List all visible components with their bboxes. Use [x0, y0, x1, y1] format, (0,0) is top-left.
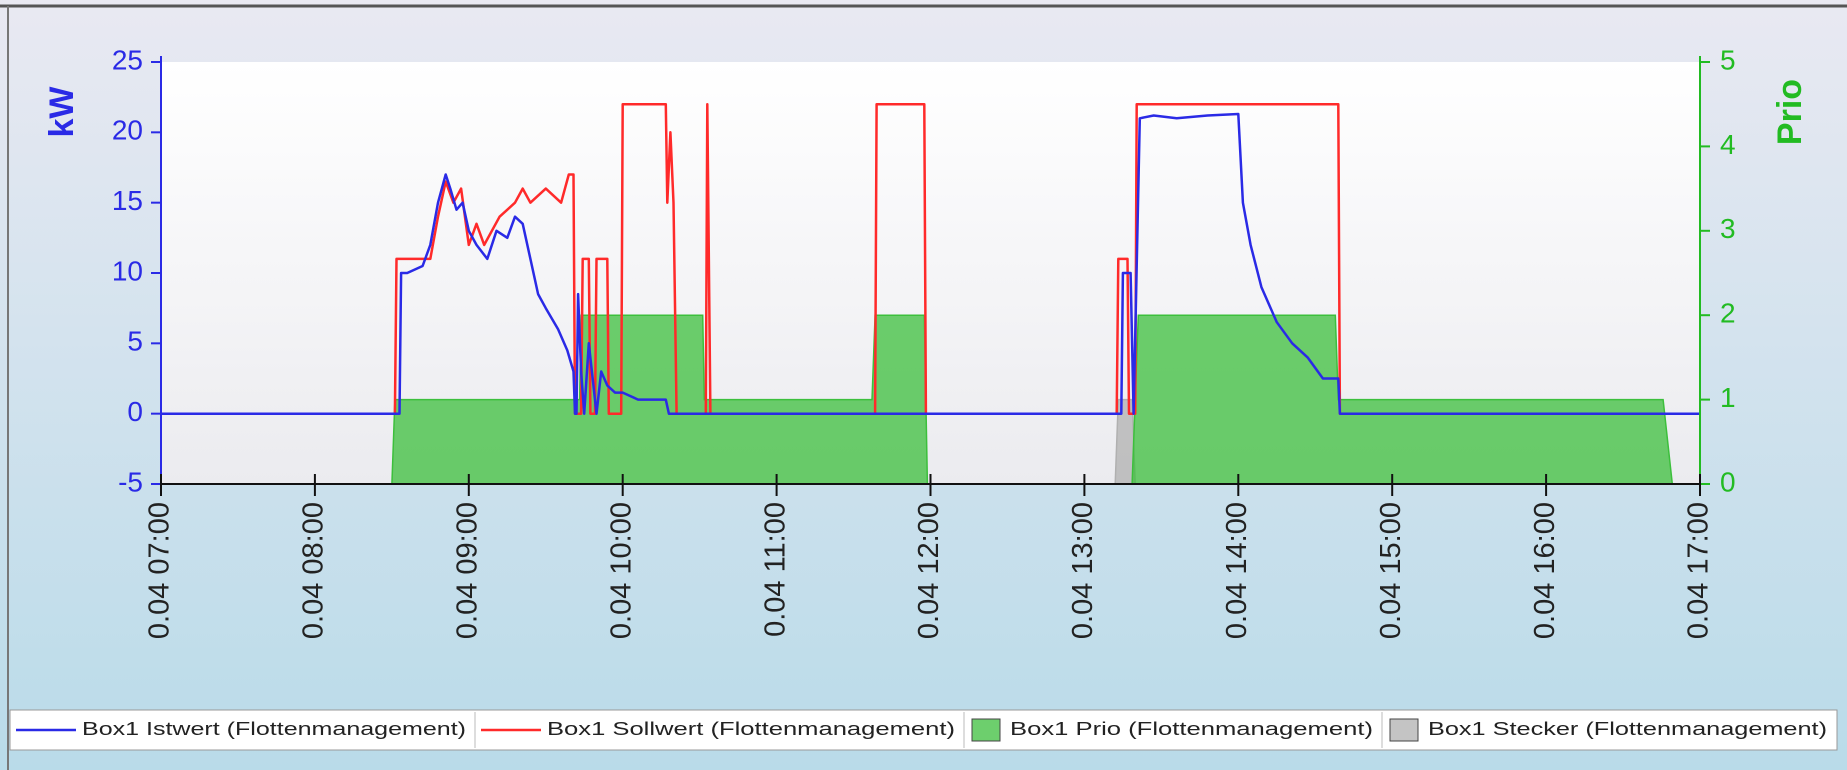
x-tick-label: 0.04 08:00 — [298, 502, 330, 639]
y-tick-label: 10 — [112, 255, 143, 286]
legend — [9, 709, 1838, 751]
y2-tick-label: 4 — [1720, 129, 1736, 160]
x-tick-label: 0.04 15:00 — [1375, 502, 1407, 639]
legend-label: Box1 Stecker (Flottenmanagement) — [1428, 719, 1827, 739]
y-tick-label: 20 — [112, 115, 143, 146]
y2-tick-label: 5 — [1720, 44, 1736, 75]
legend-label: Box1 Prio (Flottenmanagement) — [1010, 719, 1373, 739]
legend-label: Box1 Istwert (Flottenmanagement) — [82, 719, 466, 739]
legend-label: Box1 Sollwert (Flottenmanagement) — [547, 719, 955, 739]
y-tick-label: 5 — [127, 326, 143, 357]
y2-axis-title: Prio — [1771, 79, 1809, 145]
y2-tick-label: 0 — [1720, 466, 1736, 497]
y2-tick-label: 1 — [1720, 382, 1736, 413]
y-tick-label: -5 — [118, 466, 143, 497]
x-tick-label: 0.04 09:00 — [451, 502, 483, 639]
x-tick-label: 0.04 10:00 — [605, 502, 637, 639]
y-tick-label: 25 — [112, 44, 143, 75]
x-tick-label: 0.04 14:00 — [1221, 502, 1253, 639]
legend-swatch — [1389, 718, 1419, 742]
y2-tick-label: 3 — [1720, 213, 1736, 244]
x-tick-label: 0.04 17:00 — [1683, 502, 1715, 639]
y2-tick-label: 2 — [1720, 298, 1736, 329]
x-tick-label: 0.04 12:00 — [913, 502, 945, 639]
y-tick-label: 0 — [127, 396, 143, 427]
y-tick-label: 15 — [112, 185, 143, 216]
y-axis-title: kW — [43, 86, 81, 138]
x-tick-label: 0.04 13:00 — [1067, 502, 1099, 639]
x-tick-label: 0.04 11:00 — [759, 502, 791, 637]
x-tick-label: 0.04 07:00 — [144, 502, 176, 639]
line — [161, 112, 1700, 415]
x-tick-label: 0.04 16:00 — [1529, 502, 1561, 639]
legend-swatch — [971, 718, 1001, 742]
